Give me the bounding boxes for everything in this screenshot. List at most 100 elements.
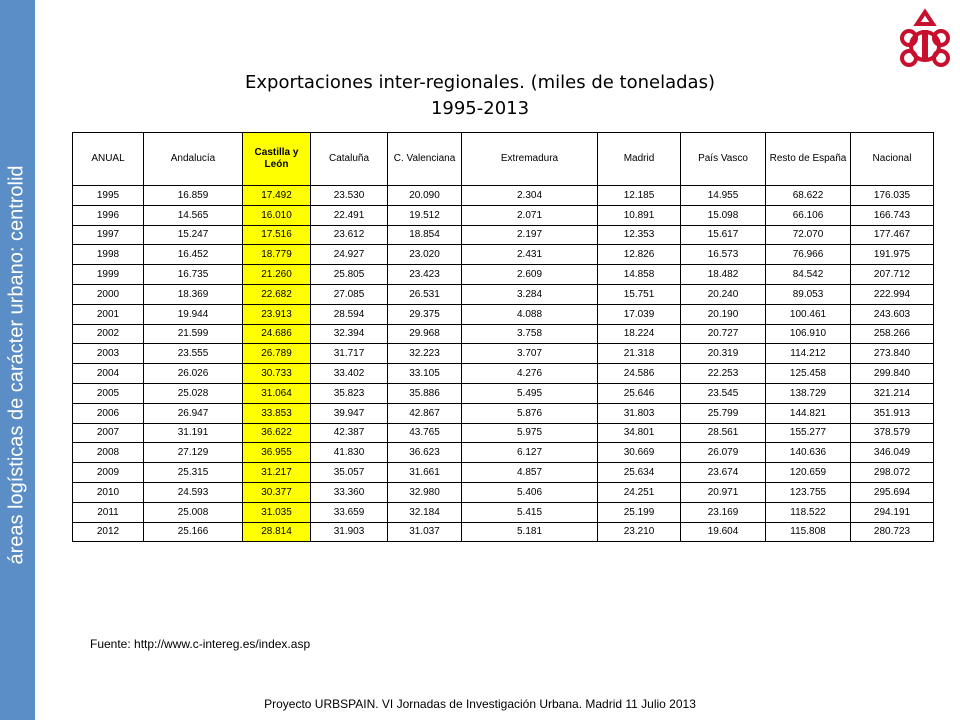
table-cell: 35.057 [310,462,388,483]
table-cell: 2010 [72,481,144,503]
table-cell: 2005 [72,382,144,404]
table-cell: 3.284 [461,283,598,305]
table-cell: 33.659 [310,501,388,523]
table-row: 2008 27.129 36.955 41.830 36.623 6.127 30.669 2… [72,442,934,464]
table-row: 2006 26.947 33.853 39.947 42.867 5.876 31.803 2… [72,402,934,424]
table-cell: 5.495 [461,382,598,404]
table-cell: 166.743 [850,204,934,226]
table-cell: 24.927 [310,244,388,266]
table-row: 1995 16.859 17.492 23.530 20.090 2.304 12.185 1… [72,185,934,206]
source: Fuente: http://www.c-intereg.es/index.as… [90,637,311,651]
table-cell: 25.166 [143,521,243,543]
table-cell: 17.516 [242,224,311,246]
table-cell: 24.593 [143,481,243,503]
table-cell: 2009 [72,462,144,483]
header-cell: C. Valenciana [387,132,462,186]
table-cell: 351.913 [850,402,934,424]
table-cell: 25.805 [310,264,388,285]
table-cell: 31.064 [242,382,311,404]
table-cell: 76.966 [765,244,851,266]
table-cell: 1999 [72,264,144,285]
table-cell: 114.212 [765,343,851,365]
table-cell: 22.253 [680,363,766,384]
table-cell: 29.968 [387,323,462,345]
table-cell: 31.037 [387,521,462,543]
table-row: 1999 16.735 21.260 25.805 23.423 2.609 14.858 1… [72,264,934,285]
table-row: 2001 19.944 23.913 28.594 29.375 4.088 17.039 2… [72,303,934,325]
table-row: 2009 25.315 31.217 35.057 31.661 4.857 25.634 2… [72,462,934,483]
table-cell: 24.251 [597,481,681,503]
table-cell: 26.531 [387,283,462,305]
table-cell: 115.808 [765,521,851,543]
table-cell: 207.712 [850,264,934,285]
table-cell: 89.053 [765,283,851,305]
table-cell: 346.049 [850,442,934,464]
table-cell: 19.604 [680,521,766,543]
table-cell: 321.214 [850,382,934,404]
table-cell: 2007 [72,422,144,444]
table-cell: 27.129 [143,442,243,464]
table-cell: 42.387 [310,422,388,444]
table-cell: 12.826 [597,244,681,266]
table-cell: 176.035 [850,185,934,206]
table-cell: 2001 [72,303,144,325]
table-row: 1996 14.565 16.010 22.491 19.512 2.071 10.891 1… [72,204,934,226]
table-cell: 5.876 [461,402,598,424]
table-cell: 6.127 [461,442,598,464]
table-cell: 30.669 [597,442,681,464]
table-cell: 31.661 [387,462,462,483]
table-row: 1998 16.452 18.779 24.927 23.020 2.431 12.826 1… [72,244,934,266]
table-cell: 25.646 [597,382,681,404]
table-cell: 26.079 [680,442,766,464]
header-cell: Cataluña [310,132,388,186]
table-cell: 23.530 [310,185,388,206]
table-cell: 25.634 [597,462,681,483]
table-cell: 25.028 [143,382,243,404]
table-row: 2003 23.555 26.789 31.717 32.223 3.707 21.318 2… [72,343,934,365]
table-cell: 32.980 [387,481,462,503]
table-cell: 15.098 [680,204,766,226]
header-cell: ANUAL [72,132,144,186]
header-row: ANUAL Andalucía Castilla y León Cataluña C. … [72,132,934,186]
table-cell: 2003 [72,343,144,365]
table-cell: 31.191 [143,422,243,444]
table-cell: 25.315 [143,462,243,483]
table-cell: 2006 [72,402,144,424]
table-cell: 222.994 [850,283,934,305]
table-cell: 23.913 [242,303,311,325]
table-cell: 23.555 [143,343,243,365]
table-cell: 2.071 [461,204,598,226]
table-cell: 1997 [72,224,144,246]
table-cell: 72.070 [765,224,851,246]
table-cell: 33.853 [242,402,311,424]
table-cell: 20.190 [680,303,766,325]
table-cell: 140.636 [765,442,851,464]
table-cell: 14.565 [143,204,243,226]
table-cell: 1996 [72,204,144,226]
table-cell: 2012 [72,521,144,543]
table-cell: 19.944 [143,303,243,325]
subtitle: 1995-2013 [430,98,530,119]
table-cell: 20.727 [680,323,766,345]
header-cell: País Vasco [680,132,766,186]
table-cell: 18.224 [597,323,681,345]
table-row: 2004 26.026 30.733 33.402 33.105 4.276 24.586 2… [72,363,934,384]
table-cell: 15.617 [680,224,766,246]
table-cell: 42.867 [387,402,462,424]
table-cell: 84.542 [765,264,851,285]
header-cell: Castilla y León [242,132,311,186]
table-cell: 177.467 [850,224,934,246]
table-cell: 123.755 [765,481,851,503]
table-cell: 4.857 [461,462,598,483]
table-cell: 41.830 [310,442,388,464]
table-cell: 106.910 [765,323,851,345]
table-cell: 43.765 [387,422,462,444]
table-cell: 32.184 [387,501,462,523]
table-cell: 23.674 [680,462,766,483]
table-cell: 14.858 [597,264,681,285]
table-cell: 36.623 [387,442,462,464]
table-cell: 36.622 [242,422,311,444]
header-cell: Resto de España [765,132,851,186]
table-cell: 12.353 [597,224,681,246]
